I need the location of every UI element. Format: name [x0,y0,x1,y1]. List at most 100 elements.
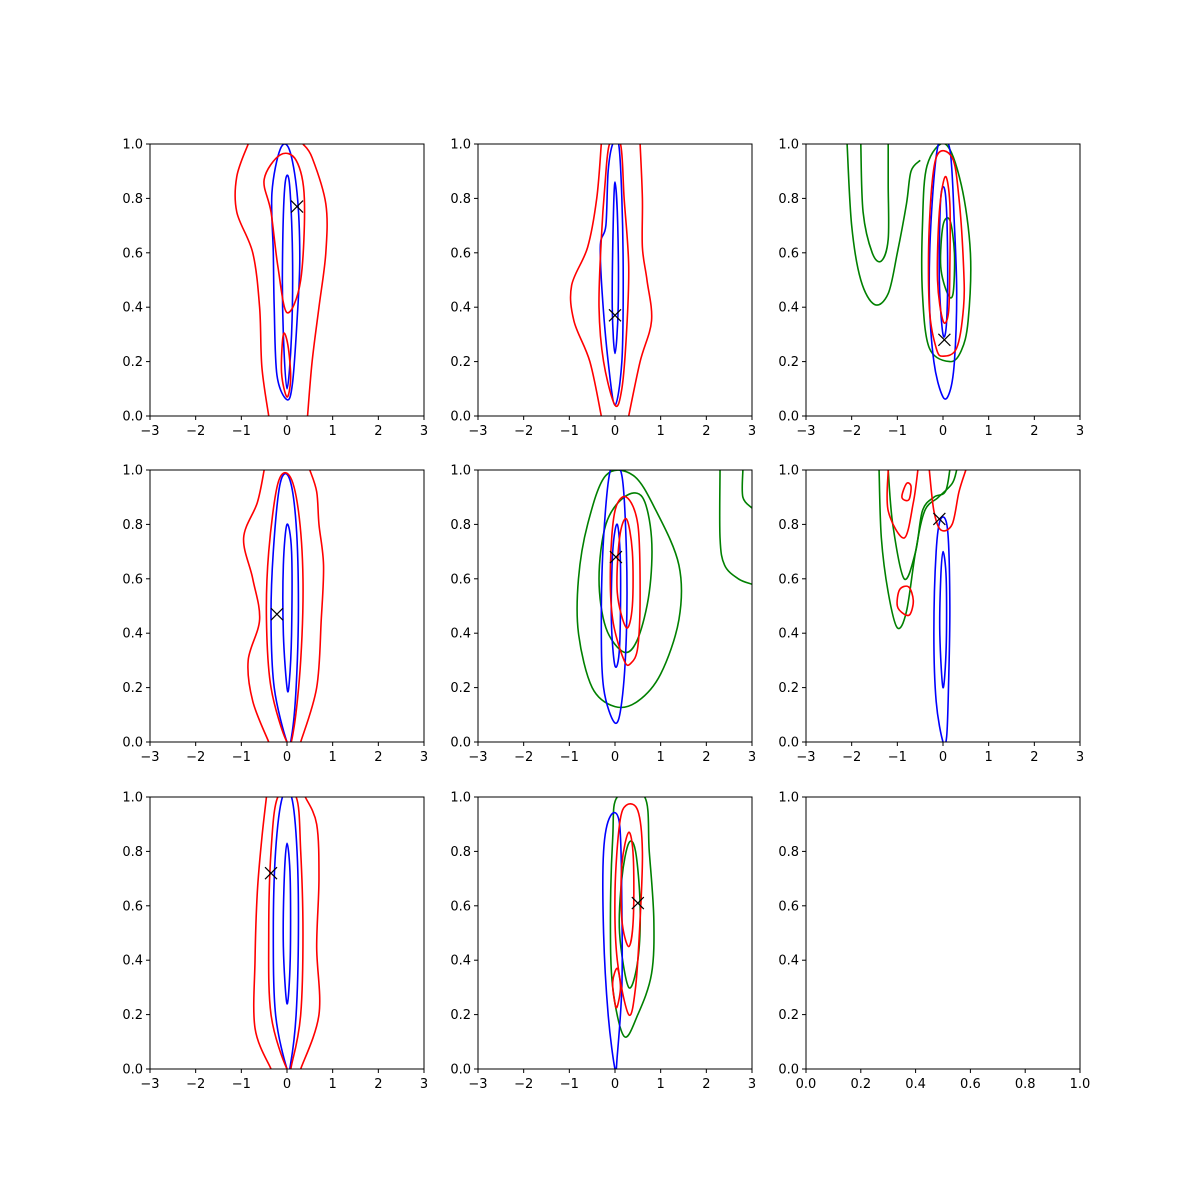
plot-area [252,797,321,1069]
x-tick-label: 1 [985,750,993,765]
y-tick-label: 0.6 [450,899,471,914]
x-marker-stroke [609,550,623,564]
y-tick-label: 0.2 [450,681,471,696]
y-tick-label: 1.0 [778,138,799,153]
axes-frame [805,796,1081,1070]
contour-line-blue [938,550,948,689]
x-marker [937,333,951,347]
x-marker [608,308,622,322]
y-tick-label: 0.4 [778,301,799,316]
x-tick-label: 2 [1030,424,1038,439]
y-tick-label: 0.0 [778,736,799,751]
plot-area [602,797,655,1069]
x-tick-label: 1 [329,1077,337,1092]
contour-line-red [609,495,641,667]
y-tick-label: 0.4 [122,954,143,969]
y-tick-label: 0.6 [450,572,471,587]
x-tick-label: −3 [468,750,487,765]
contour-line-red [620,831,635,948]
x-tick-label: −3 [140,1077,159,1092]
x-tick-label: −1 [888,424,907,439]
x-tick-label: 1.0 [1070,1077,1091,1092]
y-tick-label: 0.4 [778,627,799,642]
x-marker-stroke [937,333,951,347]
x-tick-label: −3 [468,1077,487,1092]
contour-line-blue [611,181,620,355]
x-tick-label: −3 [140,750,159,765]
x-tick-label: 3 [420,1077,428,1092]
y-tick-label: 0.0 [450,410,471,425]
x-marker-stroke [270,607,284,621]
y-tick-label: 0.6 [778,899,799,914]
subplot-8: −3 −2 −1 0 1 2 3 0.0 0.2 0.4 0.6 0.8 1.0 [450,791,756,1093]
plot-area [242,470,325,742]
y-tick-label: 0.2 [122,1008,143,1023]
x-tick-label: 0 [283,750,291,765]
y-tick-label: 0.0 [778,410,799,425]
plot-area [234,144,328,416]
contour-line-red [242,470,270,742]
plot-area [846,144,972,400]
x-tick-label: −2 [842,424,861,439]
x-tick-label: −3 [140,424,159,439]
contour-line-green [887,470,951,581]
contour-line-blue [602,811,624,1069]
subplot-4: −3 −2 −1 0 1 2 3 0.0 0.2 0.4 0.6 0.8 1.0 [122,464,428,766]
x-marker [264,866,278,880]
x-marker [932,512,946,526]
x-tick-label: 0 [283,1077,291,1092]
x-tick-label: −1 [232,1077,251,1092]
x-marker [270,607,284,621]
x-tick-label: −1 [232,424,251,439]
contour-line-red [598,144,630,408]
subplot-3: −3 −2 −1 0 1 2 3 0.0 0.2 0.4 0.6 0.8 1.0 [778,138,1084,440]
contour-line-red [252,797,272,1069]
subplot-6: −3 −2 −1 0 1 2 3 0.0 0.2 0.4 0.6 0.8 1.0 [778,464,1084,766]
x-marker [290,200,304,213]
x-tick-label: −2 [842,750,861,765]
y-tick-label: 0.2 [450,355,471,370]
contour-line-blue [933,516,951,742]
y-tick-label: 1.0 [450,464,471,479]
contour-line-green [576,470,683,709]
x-tick-label: 3 [420,424,428,439]
subplot-9: 0.0 0.2 0.4 0.6 0.8 1.0 0.0 0.2 0.4 0.6 0.8 1.0 [778,791,1090,1093]
contour-line-red [886,470,919,539]
y-tick-label: 0.8 [778,845,799,860]
y-tick-label: 0.8 [450,192,471,207]
x-tick-label: 0 [611,1077,619,1092]
contour-line-blue [281,174,294,390]
y-tick-label: 0.6 [122,572,143,587]
contour-line-red [936,175,952,324]
contour-line-blue [282,523,293,693]
y-tick-label: 1.0 [122,791,143,806]
x-tick-label: 3 [1076,750,1084,765]
y-tick-label: 0.6 [778,572,799,587]
contour-line-blue [270,472,300,742]
y-tick-label: 0.2 [122,355,143,370]
x-tick-label: 1 [985,424,993,439]
contour-line-red [299,797,321,1069]
y-tick-label: 0.2 [450,1008,471,1023]
x-marker-stroke [290,200,304,213]
x-tick-label: 3 [748,424,756,439]
contour-line-red [927,150,966,357]
x-tick-label: 0.0 [796,1077,817,1092]
y-tick-label: 0.4 [778,954,799,969]
x-tick-label: −3 [796,750,815,765]
y-tick-label: 0.6 [778,246,799,261]
contour-line-red [616,517,634,629]
y-tick-label: 0.0 [122,410,143,425]
x-tick-label: −1 [560,1077,579,1092]
x-tick-label: 1 [657,750,665,765]
x-tick-label: 2 [702,750,710,765]
x-marker-stroke [631,896,645,910]
y-tick-label: 0.8 [450,845,471,860]
y-tick-label: 0.2 [778,355,799,370]
x-tick-label: −2 [514,424,533,439]
y-tick-label: 1.0 [122,464,143,479]
y-tick-label: 0.2 [778,1008,799,1023]
subplot-2: −3 −2 −1 0 1 2 3 0.0 0.2 0.4 0.6 0.8 1.0 [450,138,756,440]
y-tick-label: 0.6 [122,899,143,914]
x-tick-label: −1 [560,750,579,765]
